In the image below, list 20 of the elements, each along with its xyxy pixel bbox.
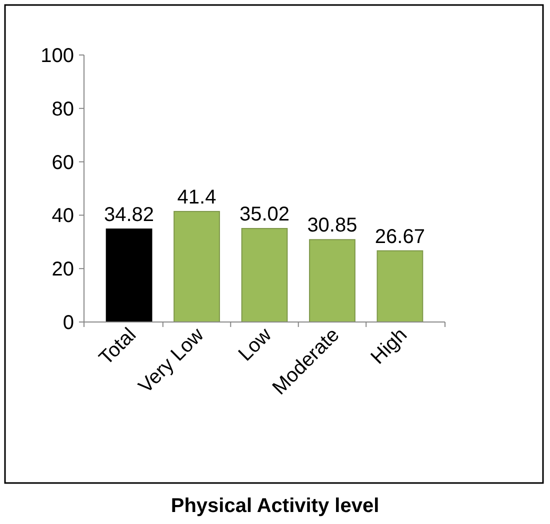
bar <box>174 210 220 322</box>
data-label: 26.67 <box>374 226 425 248</box>
x-tick-label: Very Low <box>134 324 209 398</box>
y-tick-label: 40 <box>52 205 74 228</box>
x-axis-title: Physical Activity level <box>170 495 380 517</box>
data-label: 30.85 <box>307 214 358 237</box>
bar <box>376 250 424 322</box>
bar <box>106 228 152 322</box>
y-tick-label: 60 <box>52 152 74 174</box>
y-tick-label: 20 <box>52 258 74 281</box>
y-tick-label: 80 <box>52 98 74 120</box>
x-tick-label: Low <box>234 324 276 366</box>
data-label: 35.02 <box>239 203 290 226</box>
y-tick-label: 100 <box>40 45 74 67</box>
y-tick-label: 0 <box>62 312 74 334</box>
data-label: 41.4 <box>177 186 216 208</box>
bar <box>309 239 356 322</box>
x-tick-label: High <box>366 324 412 369</box>
bar <box>241 228 288 322</box>
data-label: 34.82 <box>104 204 154 226</box>
